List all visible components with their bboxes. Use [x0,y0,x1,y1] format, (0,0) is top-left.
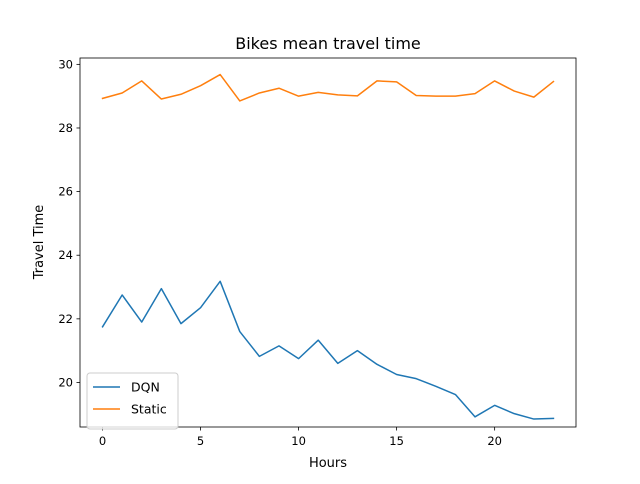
axes-layer: 0 5 10 15 20 20 22 24 26 28 30 [58,57,577,448]
y-tick-label-2: 24 [58,248,73,262]
x-tick-label-3: 15 [389,434,404,448]
x-tick-label-2: 10 [291,434,306,448]
x-axis-label: Hours [309,456,347,471]
chart-title: Bikes mean travel time [235,34,421,53]
y-tick-label-5: 30 [58,57,73,71]
x-tick-label-1: 5 [197,434,204,448]
series-line-0 [101,280,555,420]
y-tick-label-1: 22 [58,312,73,326]
x-tick-label-0: 0 [99,434,106,448]
legend: DQN Static [86,372,179,430]
legend-label-0: DQN [131,380,160,395]
series-line-1 [101,73,555,102]
y-axis-label: Travel Time [32,205,47,281]
legend-label-1: Static [131,402,167,417]
plot-frame [79,57,577,428]
x-tick-label-4: 20 [487,434,502,448]
y-tick-label-0: 20 [58,375,73,389]
series-layer [101,73,555,420]
y-tick-label-3: 26 [58,185,73,199]
y-tick-label-4: 28 [58,121,73,135]
